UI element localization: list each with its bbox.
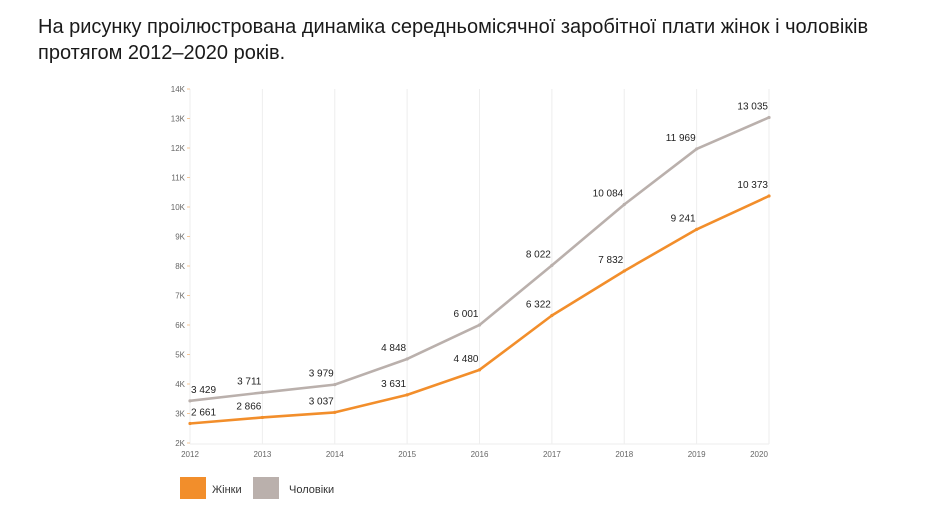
data-label: 2 866 — [236, 401, 261, 412]
page-title: На рисунку проілюстрована динаміка серед… — [38, 16, 869, 64]
data-point — [405, 357, 409, 361]
data-label: 6 322 — [526, 300, 551, 311]
data-label: 7 832 — [598, 255, 623, 266]
data-label: 4 480 — [453, 354, 478, 365]
y-tick-label: 11K — [171, 174, 185, 183]
y-tick-label: 6K — [175, 321, 185, 330]
x-tick-label: 2013 — [253, 450, 271, 459]
x-tick-label: 2012 — [181, 450, 199, 459]
data-point — [550, 313, 554, 318]
x-tick-label: 2016 — [471, 450, 489, 459]
data-label: 11 969 — [666, 133, 696, 144]
legend-label: Жінки — [212, 484, 242, 496]
y-tick-label: 12K — [171, 144, 186, 153]
data-point — [767, 194, 771, 198]
data-point — [333, 383, 337, 387]
data-label: 13 035 — [737, 101, 768, 112]
data-point — [550, 263, 554, 267]
data-point — [622, 202, 626, 207]
data-label: 9 241 — [671, 213, 696, 224]
legend-swatch — [253, 477, 279, 499]
data-label: 6 001 — [453, 309, 478, 320]
x-tick-label: 2015 — [398, 450, 416, 459]
y-tick-label: 13K — [171, 115, 186, 124]
legend-swatch — [180, 477, 206, 499]
data-label: 3 037 — [309, 396, 334, 407]
y-tick-label: 5K — [175, 351, 185, 360]
data-label: 3 711 — [237, 377, 262, 388]
y-tick-label: 9K — [175, 233, 185, 242]
y-tick-label: 4K — [175, 380, 185, 389]
data-point — [477, 368, 482, 372]
data-point — [622, 269, 626, 273]
data-point — [767, 115, 771, 120]
x-tick-label: 2019 — [688, 450, 706, 459]
y-tick-label: 3K — [175, 410, 185, 419]
data-point — [695, 147, 699, 151]
data-label: 3 429 — [191, 385, 216, 396]
data-point — [695, 227, 699, 231]
data-label: 3 979 — [309, 369, 334, 380]
x-tick-label: 2017 — [543, 450, 561, 459]
data-label: 8 022 — [526, 249, 551, 260]
y-tick-label: 10K — [171, 203, 186, 212]
data-label: 2 661 — [191, 408, 216, 419]
y-tick-label: 8K — [175, 262, 185, 271]
y-tick-label: 7K — [175, 292, 185, 301]
data-point — [260, 390, 264, 395]
data-label: 4 848 — [381, 343, 406, 354]
x-tick-label: 2018 — [615, 450, 633, 459]
y-tick-label: 2K — [175, 439, 185, 448]
data-point — [405, 393, 409, 397]
x-tick-label: 2020 — [750, 450, 768, 459]
data-point — [188, 399, 192, 403]
data-point — [188, 421, 192, 426]
data-point — [477, 323, 482, 327]
legend-label: Чоловіки — [289, 484, 334, 496]
data-point — [260, 415, 264, 420]
data-label: 10 373 — [737, 180, 768, 191]
data-label: 3 631 — [381, 379, 406, 390]
x-tick-label: 2014 — [326, 450, 344, 459]
data-label: 10 084 — [593, 189, 624, 200]
y-tick-label: 14K — [171, 85, 186, 94]
data-point — [333, 410, 337, 415]
